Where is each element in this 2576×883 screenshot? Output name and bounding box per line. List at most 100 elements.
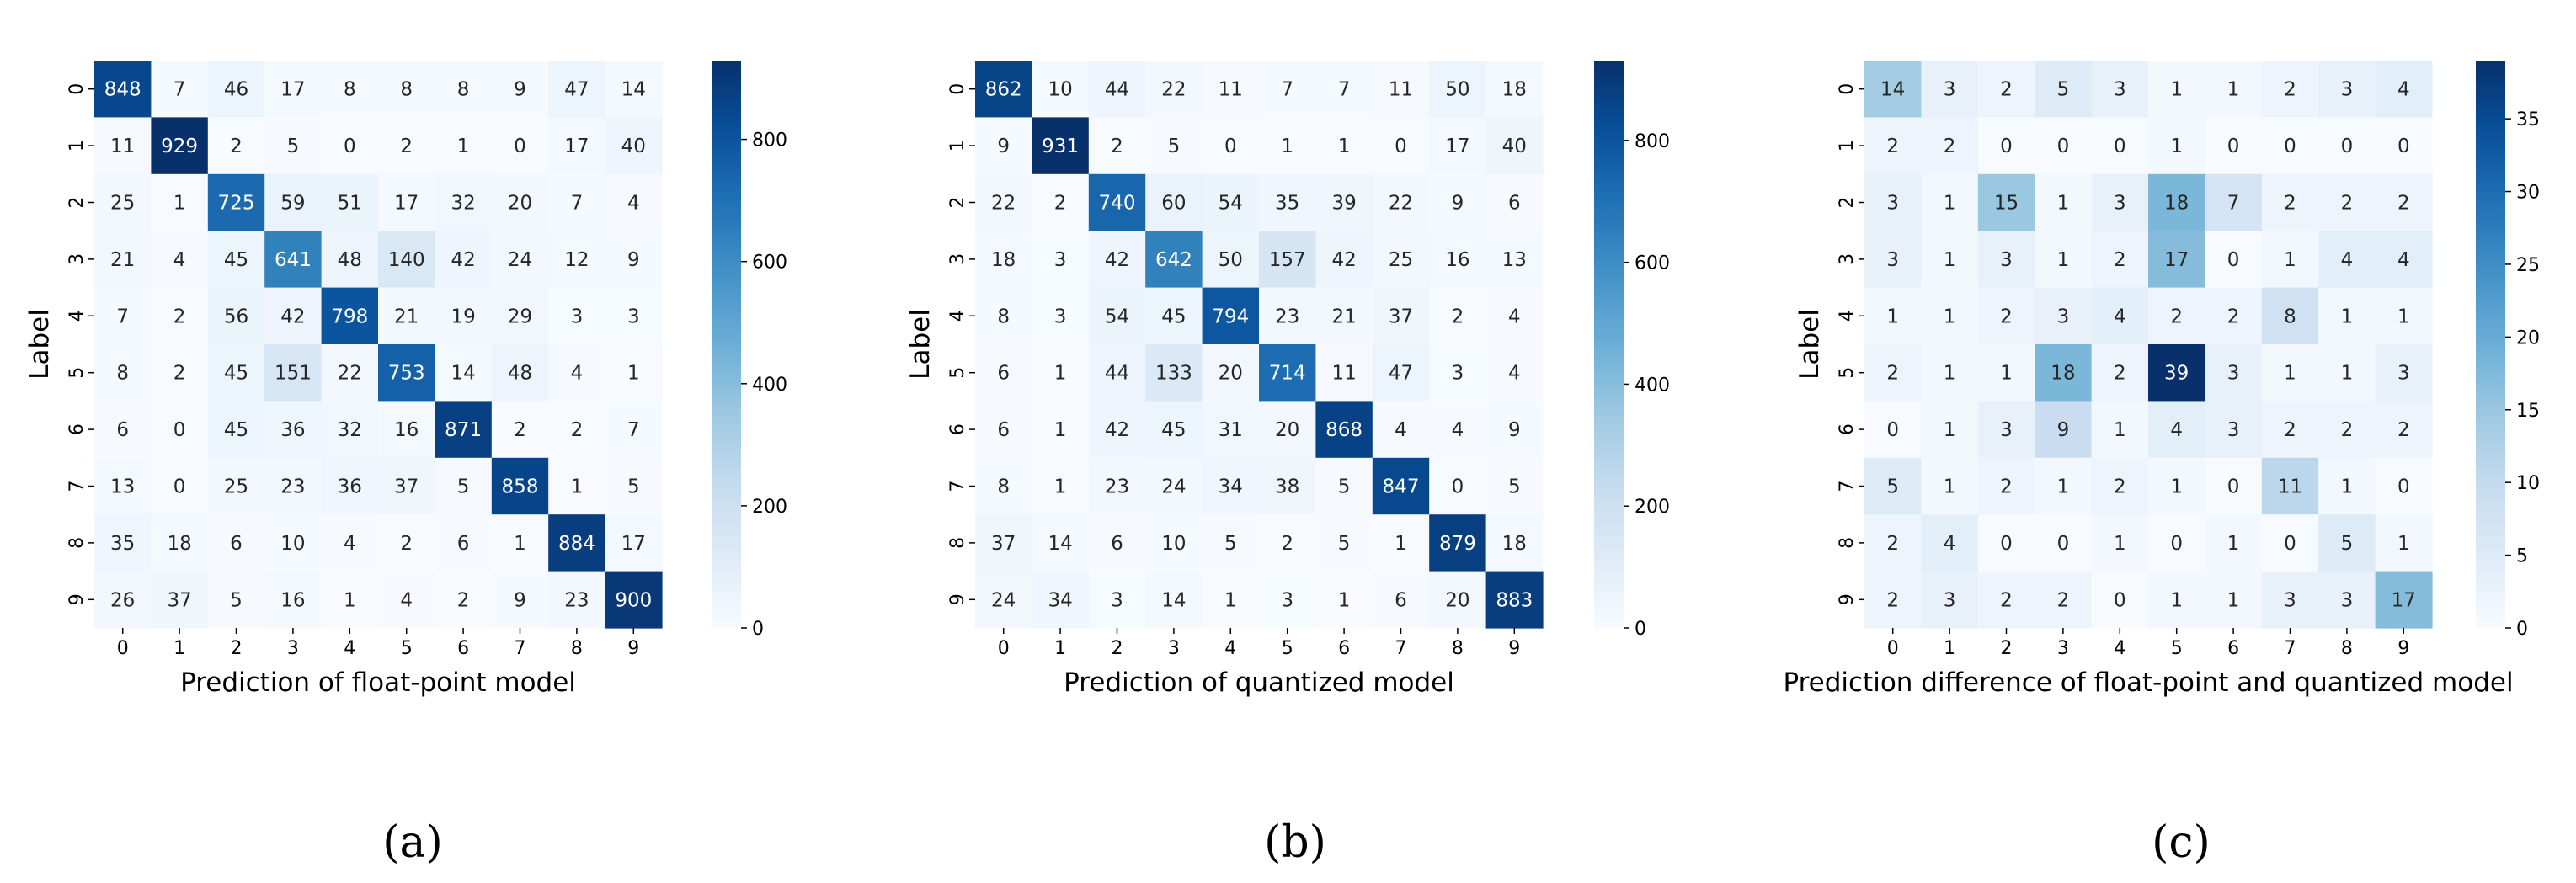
cell-value-label: 0 (514, 136, 526, 157)
heatmap-cell (1921, 231, 1979, 289)
cell-value-label: 858 (502, 476, 539, 498)
heatmap-cell (378, 344, 435, 402)
cell-value-label: 8 (116, 363, 129, 385)
cell-value-label: 38 (1275, 476, 1299, 498)
heatmap-cell (1032, 231, 1090, 289)
cell-value-label: 862 (985, 79, 1022, 101)
y-axis-label: Label (24, 309, 55, 380)
colorbar-tick-label: 35 (2516, 109, 2540, 130)
cell-value-label: 1 (457, 136, 470, 157)
heatmap-cell (264, 457, 323, 515)
heatmap-cell (1429, 401, 1487, 459)
heatmap-cell (94, 117, 152, 175)
heatmap-cell (1485, 344, 1544, 402)
y-tick-label: 2 (947, 197, 968, 209)
cell-value-label: 3 (1452, 363, 1464, 385)
cell-value-label: 0 (2341, 136, 2354, 157)
cell-value-label: 1 (571, 476, 584, 498)
heatmap-cell (1921, 344, 1979, 402)
heatmap-cell (548, 514, 606, 572)
cell-value-label: 1 (1886, 306, 1899, 327)
x-tick-label: 0 (1887, 638, 1899, 659)
heatmap-cell (1259, 344, 1316, 402)
cell-value-label: 20 (1219, 363, 1243, 385)
cell-value-label: 11 (1219, 79, 1243, 101)
heatmap-cell (2148, 117, 2205, 175)
heatmap-cell (1372, 117, 1430, 175)
cell-value-label: 1 (1944, 419, 1956, 441)
cell-value-label: 1 (1281, 136, 1293, 157)
heatmap-cell (94, 457, 152, 515)
heatmap-cell (2205, 344, 2263, 402)
heatmap-cell (548, 344, 606, 402)
cell-value-label: 6 (1508, 193, 1521, 215)
heatmap-cell (605, 117, 663, 175)
cell-value-label: 1 (1054, 419, 1067, 441)
colorbar (2476, 61, 2505, 628)
y-tick-label: 2 (1837, 197, 1858, 209)
cell-value-label: 10 (1161, 533, 1186, 555)
cell-value-label: 2 (400, 533, 413, 555)
cell-value-label: 1 (2227, 533, 2240, 555)
colorbar-tick-label: 25 (2516, 255, 2540, 276)
cell-value-label: 3 (2341, 589, 2354, 611)
cell-value-label: 3 (2341, 79, 2354, 101)
heatmap-cell (975, 231, 1032, 289)
cell-value-label: 2 (514, 419, 526, 441)
y-tick-label: 3 (67, 253, 88, 265)
heatmap-cell (975, 173, 1032, 231)
cell-value-label: 151 (275, 363, 312, 385)
cell-value-label: 10 (1048, 79, 1072, 101)
heatmap-cell (1315, 401, 1373, 459)
x-tick-label: 0 (117, 638, 129, 659)
heatmap-cell (2318, 287, 2376, 345)
heatmap-cell (151, 231, 209, 289)
cell-value-label: 15 (1994, 193, 2019, 215)
heatmap-cell (605, 344, 663, 402)
cell-value-label: 7 (2227, 193, 2240, 215)
heatmap-cell (435, 571, 493, 629)
cell-value-label: 0 (2000, 136, 2013, 157)
cell-value-label: 7 (627, 419, 640, 441)
cell-value-label: 32 (451, 193, 475, 215)
cell-value-label: 871 (445, 419, 482, 441)
heatmap-cell (1864, 287, 1922, 345)
heatmap-cell (975, 61, 1032, 118)
heatmap-cell (2035, 173, 2093, 231)
x-tick-label: 3 (2057, 638, 2069, 659)
heatmap-cell (491, 173, 549, 231)
cell-value-label: 5 (287, 136, 300, 157)
cell-value-label: 14 (451, 363, 475, 385)
heatmap-cell (1315, 344, 1373, 402)
cell-value-label: 900 (615, 589, 652, 611)
panel-caption: (a) (382, 817, 443, 868)
cell-value-label: 0 (344, 136, 356, 157)
heatmap-cell (2205, 571, 2263, 629)
x-tick-label: 4 (2114, 638, 2125, 659)
heatmap-cell (264, 287, 323, 345)
cell-value-label: 11 (110, 136, 135, 157)
cell-value-label: 0 (2397, 136, 2410, 157)
cell-value-label: 1 (1944, 363, 1956, 385)
heatmap-cell (1372, 457, 1430, 515)
cell-value-label: 18 (1502, 79, 1527, 101)
heatmap-cell (321, 401, 379, 459)
cell-value-label: 3 (2114, 79, 2126, 101)
heatmap-cell (435, 287, 493, 345)
cell-value-label: 0 (1395, 136, 1407, 157)
heatmap-cell (378, 61, 435, 118)
heatmap-cell (1372, 401, 1430, 459)
heatmap-cell (151, 173, 209, 231)
heatmap-cell (1921, 173, 1979, 231)
heatmap-cell (2148, 344, 2205, 402)
heatmap-cell (207, 401, 265, 459)
heatmap-cell (548, 457, 606, 515)
cell-value-label: 2 (2284, 419, 2296, 441)
x-axis-label: Prediction of quantized model (1064, 668, 1454, 698)
cell-value-label: 0 (1886, 419, 1899, 441)
heatmap-cell (1485, 514, 1544, 572)
x-tick-label: 1 (173, 638, 185, 659)
heatmap-cell (2148, 401, 2205, 459)
cell-value-label: 1 (1395, 533, 1407, 555)
